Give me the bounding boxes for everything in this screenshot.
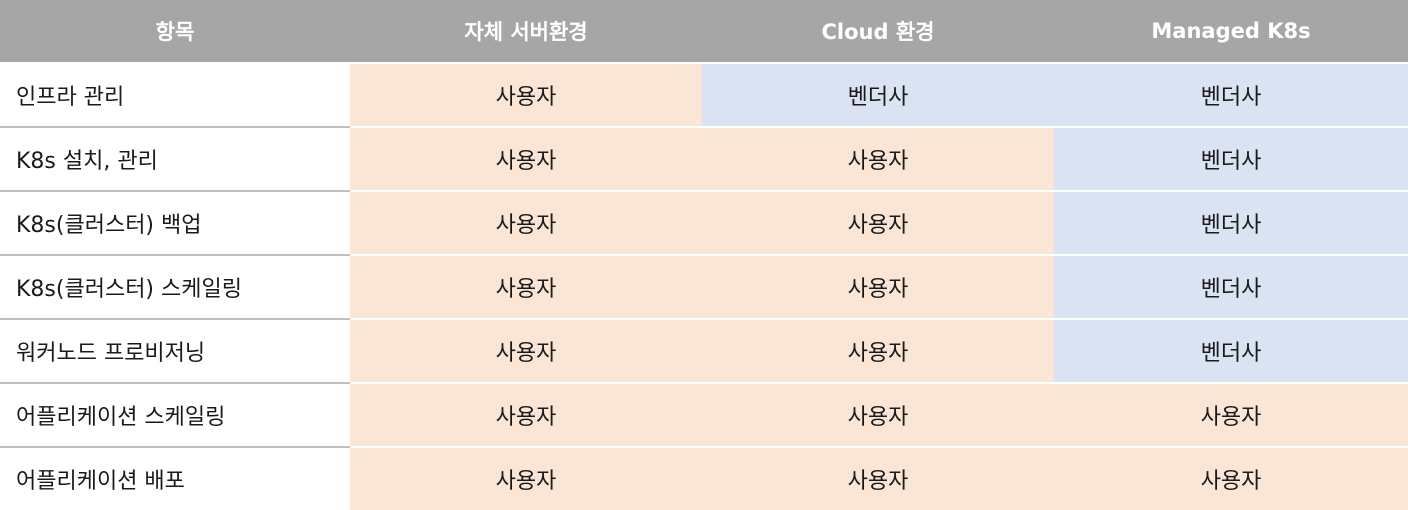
row-item-label: K8s 설치, 관리 xyxy=(0,127,350,192)
header-row: 항목 자체 서버환경 Cloud 환경 Managed K8s xyxy=(0,0,1408,64)
row-item-label: K8s(클러스터) 백업 xyxy=(0,191,350,256)
cell-cloud: 벤더사 xyxy=(702,63,1054,128)
cell-managed: 벤더사 xyxy=(1054,255,1408,320)
header-cloud: Cloud 환경 xyxy=(702,0,1054,64)
cell-on-premise: 사용자 xyxy=(350,63,702,128)
cell-cloud: 사용자 xyxy=(702,191,1054,256)
cell-cloud: 사용자 xyxy=(702,127,1054,192)
row-item-label: 워커노드 프로비저닝 xyxy=(0,319,350,384)
header-item: 항목 xyxy=(0,0,350,64)
cell-on-premise: 사용자 xyxy=(350,191,702,256)
table-row: 인프라 관리 사용자 벤더사 벤더사 xyxy=(0,63,1408,128)
row-item-label: 어플리케이션 스케일링 xyxy=(0,383,350,448)
row-item-label: 인프라 관리 xyxy=(0,63,350,128)
table-row: K8s(클러스터) 스케일링 사용자 사용자 벤더사 xyxy=(0,255,1408,320)
header-on-premise: 자체 서버환경 xyxy=(350,0,702,64)
cell-managed: 사용자 xyxy=(1054,383,1408,448)
cell-managed: 사용자 xyxy=(1054,447,1408,510)
cell-cloud: 사용자 xyxy=(702,447,1054,510)
cell-cloud: 사용자 xyxy=(702,319,1054,384)
row-item-label: 어플리케이션 배포 xyxy=(0,447,350,510)
cell-cloud: 사용자 xyxy=(702,255,1054,320)
cell-on-premise: 사용자 xyxy=(350,319,702,384)
table-row: 워커노드 프로비저닝 사용자 사용자 벤더사 xyxy=(0,319,1408,384)
cell-managed: 벤더사 xyxy=(1054,63,1408,128)
table-row: K8s 설치, 관리 사용자 사용자 벤더사 xyxy=(0,127,1408,192)
table-row: 어플리케이션 배포 사용자 사용자 사용자 xyxy=(0,447,1408,510)
cell-managed: 벤더사 xyxy=(1054,191,1408,256)
cell-managed: 벤더사 xyxy=(1054,127,1408,192)
cell-on-premise: 사용자 xyxy=(350,127,702,192)
table-row: 어플리케이션 스케일링 사용자 사용자 사용자 xyxy=(0,383,1408,448)
cell-on-premise: 사용자 xyxy=(350,447,702,510)
header-managed-k8s: Managed K8s xyxy=(1054,0,1408,64)
cell-cloud: 사용자 xyxy=(702,383,1054,448)
table-row: K8s(클러스터) 백업 사용자 사용자 벤더사 xyxy=(0,191,1408,256)
row-item-label: K8s(클러스터) 스케일링 xyxy=(0,255,350,320)
cell-on-premise: 사용자 xyxy=(350,383,702,448)
cell-managed: 벤더사 xyxy=(1054,319,1408,384)
cell-on-premise: 사용자 xyxy=(350,255,702,320)
